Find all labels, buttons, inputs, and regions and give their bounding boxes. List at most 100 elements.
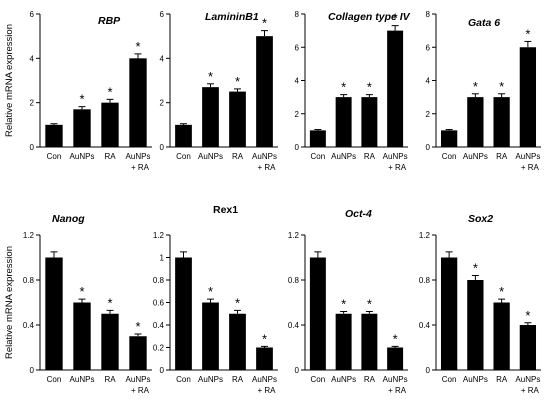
y-tick-label: 0 bbox=[295, 143, 300, 152]
y-tick-label: 4 bbox=[160, 54, 165, 63]
x-tick-label: RA bbox=[364, 375, 376, 384]
bar bbox=[202, 87, 219, 147]
x-tick-label: AuNPs bbox=[331, 152, 356, 161]
y-tick-label: 0 bbox=[426, 143, 431, 152]
bar bbox=[519, 325, 537, 370]
y-tick-label: 0.2 bbox=[153, 344, 165, 353]
x-tick-label: AuNPs bbox=[198, 375, 223, 384]
bar bbox=[73, 109, 91, 147]
chart-title: Nanog bbox=[52, 213, 85, 225]
y-tick-label: 4 bbox=[426, 77, 431, 86]
x-tick-label: Con bbox=[47, 152, 62, 161]
y-tick-label: 1.2 bbox=[153, 231, 165, 240]
significance-star: * bbox=[367, 80, 372, 95]
bar bbox=[101, 313, 119, 370]
bar bbox=[335, 313, 352, 370]
y-tick-label: 0 bbox=[426, 366, 431, 375]
x-tick-label: RA bbox=[232, 375, 244, 384]
bar bbox=[256, 347, 273, 370]
y-tick-label: 4 bbox=[295, 77, 300, 86]
bar bbox=[335, 97, 352, 147]
bar bbox=[73, 302, 91, 370]
bar bbox=[101, 102, 119, 147]
y-tick-label: 0.4 bbox=[23, 321, 35, 330]
y-tick-label: 2 bbox=[30, 99, 35, 108]
significance-star: * bbox=[79, 92, 84, 107]
x-tick-label: AuNPs bbox=[463, 152, 488, 161]
x-tick-label: RA bbox=[104, 152, 116, 161]
bar bbox=[45, 257, 63, 370]
x-tick-label: RA bbox=[364, 152, 376, 161]
x-tick-label: RA bbox=[232, 152, 244, 161]
bar bbox=[202, 302, 219, 370]
significance-star: * bbox=[235, 295, 240, 310]
y-tick-label: 0.4 bbox=[419, 321, 431, 330]
significance-star: * bbox=[341, 80, 346, 95]
bar bbox=[229, 91, 246, 147]
bar bbox=[387, 347, 404, 370]
significance-star: * bbox=[235, 74, 240, 89]
y-tick-label: 8 bbox=[295, 10, 300, 19]
bar bbox=[361, 313, 378, 370]
chart-panel: Sox2 0 0.4 0.8 1.2 Con * AuNPs * RA * AuNPs + RA bbox=[419, 213, 541, 395]
significance-star: * bbox=[525, 26, 530, 41]
y-tick-label: 2 bbox=[295, 110, 300, 119]
bar bbox=[467, 97, 484, 147]
bar bbox=[309, 257, 326, 370]
chart-panel: Nanog 0 0.4 0.8 1.2 Con * AuNPs * RA * AuNPs + RA Rel… bbox=[4, 213, 152, 395]
bar bbox=[361, 97, 378, 147]
significance-star: * bbox=[135, 39, 140, 54]
x-tick-label: Con bbox=[176, 152, 191, 161]
significance-star: * bbox=[107, 295, 112, 310]
significance-star: * bbox=[499, 284, 504, 299]
y-tick-label: 4 bbox=[30, 54, 35, 63]
x-tick-label: AuNPs bbox=[70, 152, 95, 161]
significance-star: * bbox=[473, 261, 478, 276]
bar bbox=[129, 58, 147, 148]
bar bbox=[175, 257, 192, 370]
x-tick-label: AuNPs + RA bbox=[252, 152, 277, 172]
y-tick-label: 1.2 bbox=[288, 231, 300, 240]
y-tick-label: 6 bbox=[426, 43, 431, 52]
bar bbox=[519, 47, 537, 147]
y-tick-label: 8 bbox=[426, 10, 431, 19]
x-tick-label: AuNPs + RA bbox=[252, 375, 277, 395]
x-tick-label: Con bbox=[311, 375, 326, 384]
x-tick-label: RA bbox=[104, 375, 116, 384]
y-tick-label: 0.8 bbox=[419, 276, 431, 285]
chart-title: Collagen type IV bbox=[328, 11, 411, 23]
y-tick-label: 0 bbox=[30, 366, 35, 375]
chart-title: Gata 6 bbox=[468, 17, 500, 29]
bar bbox=[493, 302, 510, 370]
x-tick-label: RA bbox=[496, 375, 508, 384]
significance-star: * bbox=[208, 69, 213, 84]
significance-star: * bbox=[367, 297, 372, 312]
significance-star: * bbox=[499, 79, 504, 94]
chart-title: LamininB1 bbox=[205, 11, 259, 23]
chart-title: Sox2 bbox=[468, 213, 493, 225]
x-tick-label: AuNPs bbox=[331, 375, 356, 384]
y-axis-label: Relative mRNA expression bbox=[4, 24, 15, 137]
x-tick-label: Con bbox=[176, 375, 191, 384]
chart-title: RBP bbox=[98, 15, 121, 27]
chart-title: Oct-4 bbox=[345, 208, 372, 220]
chart-panel: Oct-4 0 0.4 0.8 1.2 Con * AuNPs * RA * AuNPs + RA bbox=[288, 208, 408, 395]
significance-star: * bbox=[341, 297, 346, 312]
y-tick-label: 6 bbox=[295, 43, 300, 52]
bar bbox=[440, 130, 458, 147]
y-tick-label: 0.4 bbox=[153, 321, 165, 330]
chart-panel: Rex1 0 0.2 0.4 0.6 0.8 1 1.2 Con * AuNPs * RA * AuNPs +… bbox=[153, 204, 278, 395]
x-tick-label: RA bbox=[496, 152, 508, 161]
y-tick-label: 0 bbox=[160, 366, 165, 375]
chart-panel: LamininB1 0 2 4 6 Con * AuNPs * RA * AuNPs + RA bbox=[160, 10, 278, 172]
significance-star: * bbox=[525, 308, 530, 323]
y-tick-label: 6 bbox=[30, 10, 35, 19]
bar bbox=[45, 124, 63, 147]
y-tick-label: 0 bbox=[295, 366, 300, 375]
significance-star: * bbox=[135, 319, 140, 334]
y-axis-label: Relative mRNA expression bbox=[4, 246, 15, 359]
x-tick-label: AuNPs bbox=[70, 375, 95, 384]
y-tick-label: 1.2 bbox=[419, 231, 431, 240]
chart-panel: RBP 0 2 4 6 Con * AuNPs * RA * AuNPs + RA Relative mR… bbox=[4, 10, 152, 172]
